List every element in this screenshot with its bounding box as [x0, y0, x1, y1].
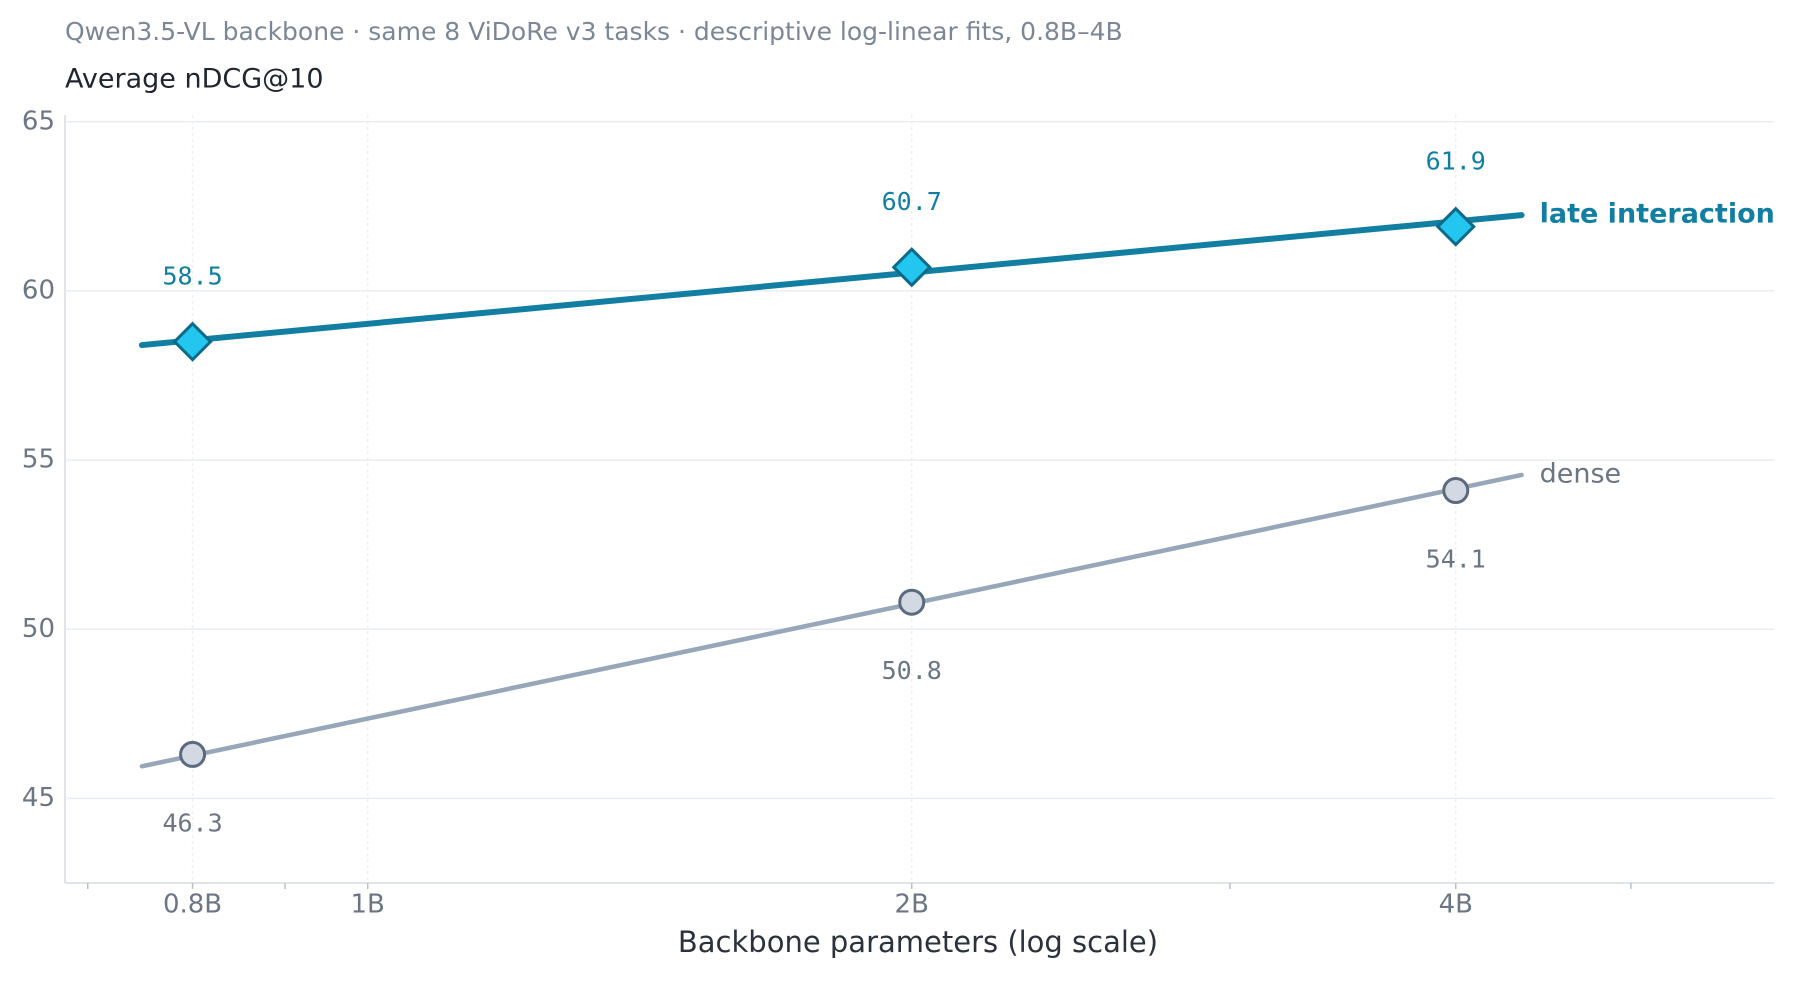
y-tick-label: 60 [22, 275, 55, 305]
y-axis-title: Average nDCG@10 [65, 64, 324, 95]
marker [891, 247, 932, 288]
data-label: 46.3 [162, 808, 222, 837]
x-tick-label: 0.8B [163, 890, 222, 920]
data-label: 54.1 [1426, 545, 1486, 574]
data-label: 61.9 [1426, 147, 1486, 176]
series-label: dense [1540, 458, 1622, 489]
data-label: 60.7 [882, 187, 942, 216]
fit-line [138, 212, 1525, 349]
y-tick-label: 65 [22, 106, 55, 136]
fit-line [139, 472, 1524, 769]
data-label: 58.5 [162, 262, 222, 291]
x-tick-label: 1B [351, 890, 385, 920]
x-tick-label: 2B [895, 890, 929, 920]
series-label: late interaction [1540, 199, 1775, 230]
y-tick-label: 55 [22, 445, 55, 475]
x-tick-label: 4B [1439, 890, 1473, 920]
marker [1435, 206, 1476, 247]
marker [898, 588, 926, 616]
x-axis-title: Backbone parameters (log scale) [678, 925, 1158, 959]
marker [172, 321, 213, 362]
marker [1442, 477, 1470, 505]
data-label: 50.8 [882, 656, 942, 685]
chart-title: Qwen3.5-VL backbone · same 8 ViDoRe v3 t… [65, 17, 1123, 46]
marker [179, 740, 207, 768]
y-tick-label: 45 [22, 783, 55, 813]
y-tick-label: 50 [22, 614, 55, 644]
